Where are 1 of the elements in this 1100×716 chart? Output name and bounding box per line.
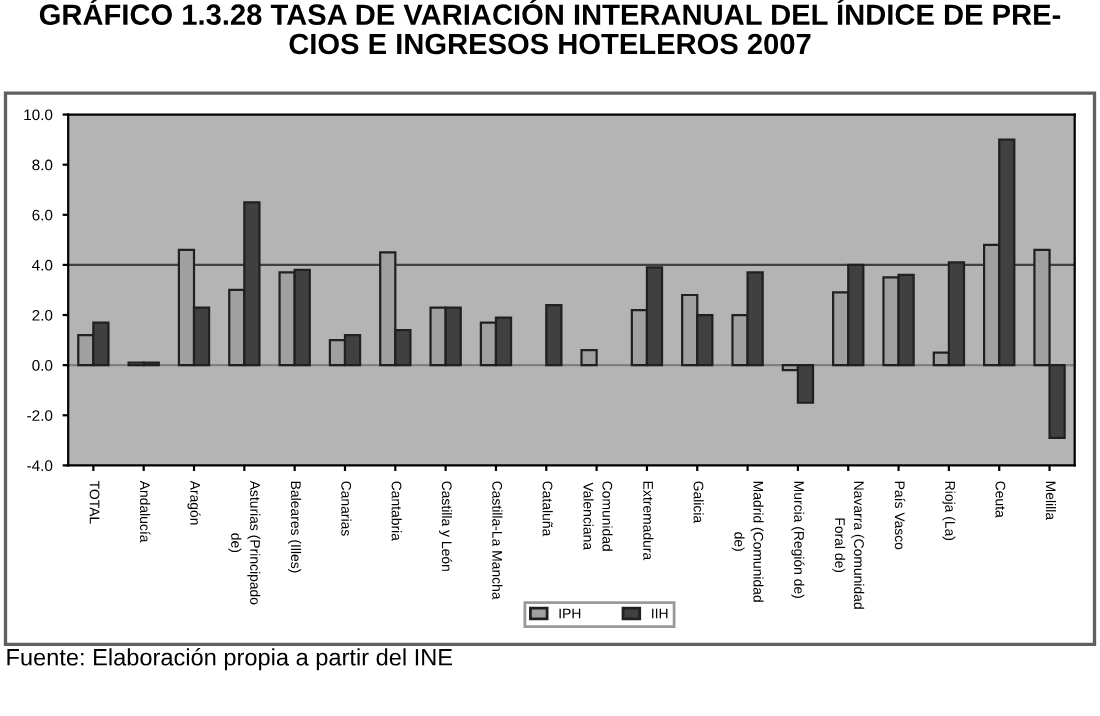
source-note: Fuente: Elaboración propia a partir del INE bbox=[7, 647, 453, 671]
